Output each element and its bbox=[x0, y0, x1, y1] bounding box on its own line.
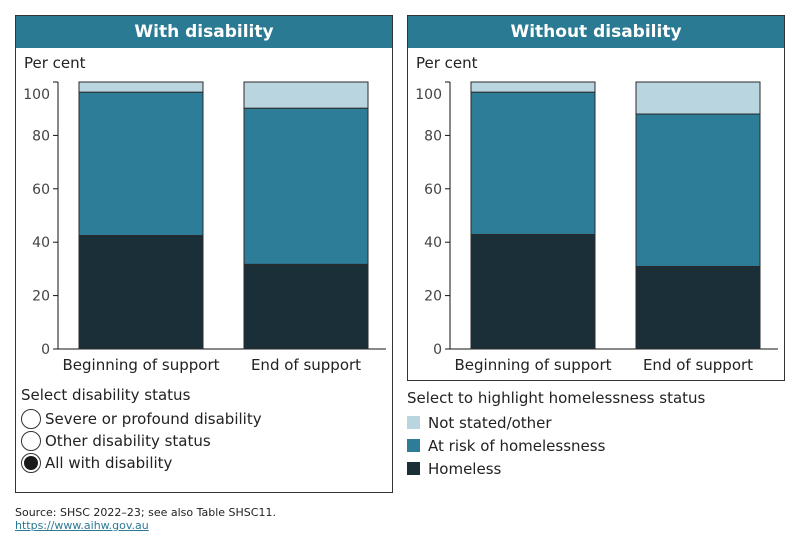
x-tick-label: Beginning of support bbox=[62, 356, 219, 374]
legend-label: Not stated/other bbox=[428, 413, 552, 432]
y-tick-label: 60 bbox=[424, 182, 442, 198]
panel-title: With disability bbox=[16, 16, 392, 48]
panel-with-disability: With disability Per cent 0 20 40 60 80 100 Beg… bbox=[15, 15, 393, 493]
legend-item[interactable]: At risk of homelessness bbox=[407, 434, 705, 457]
legend-label: Homeless bbox=[428, 459, 502, 478]
bar-segment-not-stated-other[interactable] bbox=[470, 81, 596, 93]
legend-swatch bbox=[407, 462, 420, 475]
y-tick-label: 0 bbox=[433, 342, 442, 358]
x-tick-label: Beginning of support bbox=[454, 356, 611, 374]
y-tick-label: 40 bbox=[32, 235, 50, 251]
homelessness-legend: Select to highlight homelessness status … bbox=[407, 389, 705, 480]
radio-label: All with disability bbox=[45, 454, 173, 472]
source-note: Source: SHSC 2022–23; see also Table SHS… bbox=[15, 506, 276, 532]
radio-option[interactable]: Other disability status bbox=[21, 430, 262, 452]
legend-item[interactable]: Homeless bbox=[407, 457, 705, 480]
bar-segment-at-risk-of-homelessness[interactable] bbox=[78, 91, 204, 237]
y-tick-label: 80 bbox=[424, 128, 442, 144]
bar-segment-not-stated-other[interactable] bbox=[635, 81, 761, 115]
bar-segment-at-risk-of-homelessness[interactable] bbox=[635, 113, 761, 267]
radio-option[interactable]: All with disability bbox=[21, 452, 262, 474]
radio-option[interactable]: Severe or profound disability bbox=[21, 408, 262, 430]
panel-without-disability: Without disability Per cent 0 20 40 60 80 100… bbox=[407, 15, 785, 381]
radio-button[interactable] bbox=[21, 409, 41, 429]
bar-segment-not-stated-other[interactable] bbox=[78, 81, 204, 93]
radio-button[interactable] bbox=[21, 453, 41, 473]
y-tick-label: 100 bbox=[23, 87, 50, 103]
radio-label: Other disability status bbox=[45, 432, 211, 450]
source-text: Source: SHSC 2022–23; see also Table SHS… bbox=[15, 506, 276, 519]
y-tick-label: 40 bbox=[424, 235, 442, 251]
y-tick-label: 20 bbox=[424, 289, 442, 305]
filter-title: Select disability status bbox=[21, 386, 191, 404]
bar-segment-homeless[interactable] bbox=[78, 235, 204, 350]
y-tick-label: 100 bbox=[415, 87, 442, 103]
bar-segment-at-risk-of-homelessness[interactable] bbox=[243, 107, 369, 265]
y-tick-label: 0 bbox=[41, 342, 50, 358]
legend-swatch bbox=[407, 416, 420, 429]
y-axis-label: Per cent bbox=[416, 54, 478, 72]
x-tick-label: End of support bbox=[251, 356, 361, 374]
x-tick-label: End of support bbox=[643, 356, 753, 374]
bar-segment-at-risk-of-homelessness[interactable] bbox=[470, 91, 596, 235]
chart-without-disability: 0 20 40 60 80 100 Beginning of support End of s… bbox=[415, 81, 778, 374]
bar-segment-not-stated-other[interactable] bbox=[243, 81, 369, 109]
y-axis-label: Per cent bbox=[24, 54, 86, 72]
y-tick-label: 20 bbox=[32, 289, 50, 305]
legend-swatch bbox=[407, 439, 420, 452]
radio-button[interactable] bbox=[21, 431, 41, 451]
bar-segment-homeless[interactable] bbox=[470, 233, 596, 350]
disability-filter: Select disability status Severe or profo… bbox=[21, 386, 262, 474]
chart-with-disability: 0 20 40 60 80 100 Beginning of support End of s… bbox=[23, 81, 386, 374]
panel-title: Without disability bbox=[408, 16, 784, 48]
bar-segment-homeless[interactable] bbox=[635, 265, 761, 350]
y-tick-label: 60 bbox=[32, 182, 50, 198]
legend-item[interactable]: Not stated/other bbox=[407, 411, 705, 434]
bar-segment-homeless[interactable] bbox=[243, 263, 369, 350]
source-link[interactable]: https://www.aihw.gov.au bbox=[15, 519, 149, 532]
legend-title: Select to highlight homelessness status bbox=[407, 389, 706, 407]
radio-label: Severe or profound disability bbox=[45, 410, 262, 428]
y-tick-label: 80 bbox=[32, 128, 50, 144]
legend-label: At risk of homelessness bbox=[428, 436, 606, 455]
